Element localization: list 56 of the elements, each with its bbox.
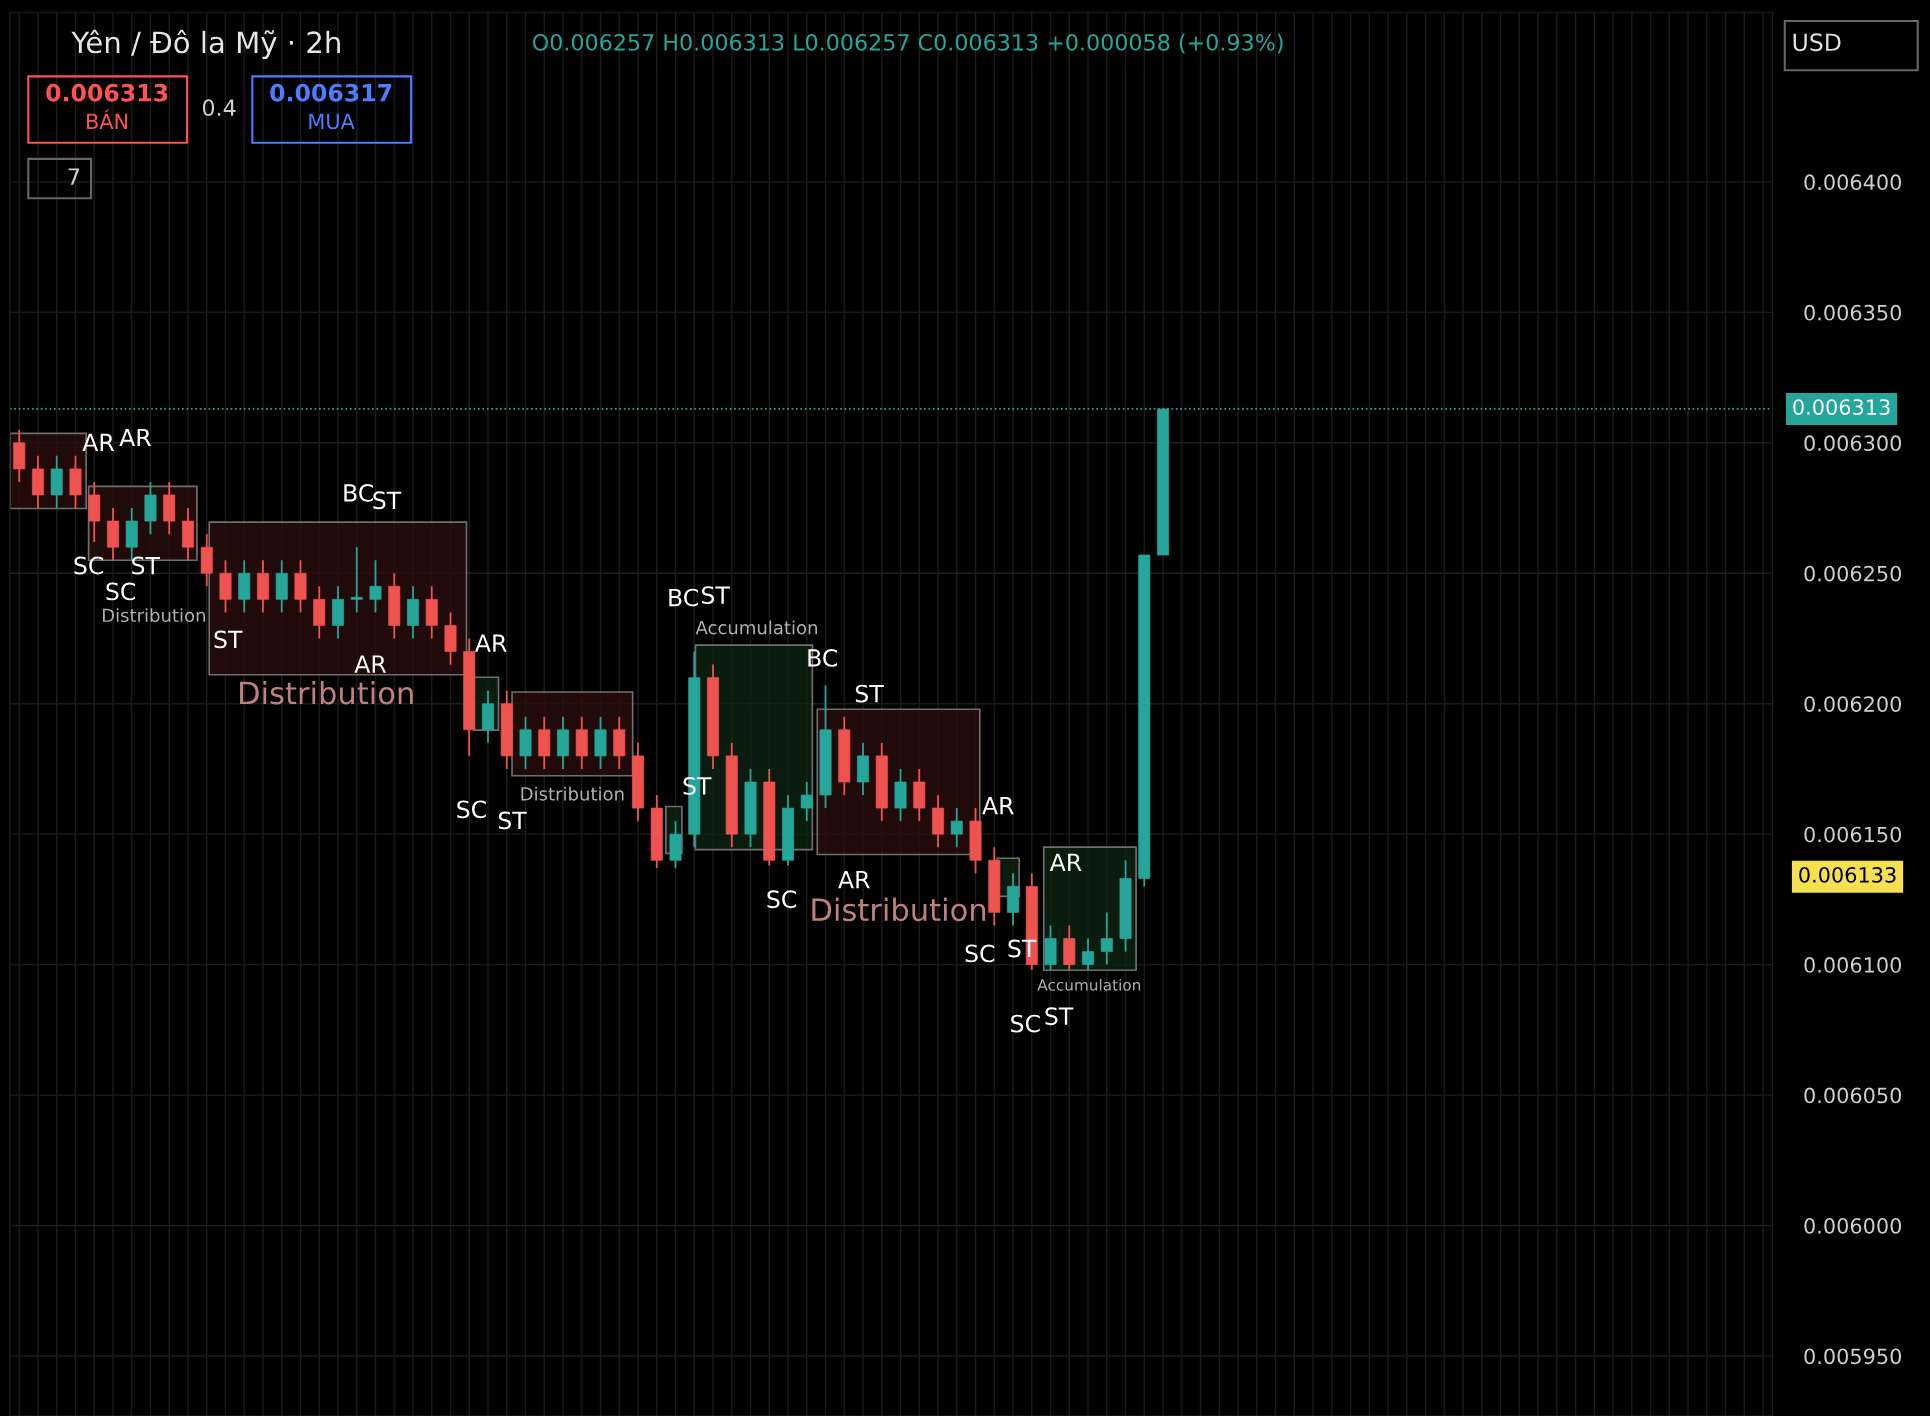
y-tick-label: 0.006100	[1804, 957, 1902, 973]
candlestick	[369, 559, 382, 614]
annotation: BC	[808, 648, 838, 667]
y-tick-label: 0.006350	[1804, 304, 1902, 321]
candlestick	[350, 546, 363, 614]
annotation: AR	[82, 433, 115, 452]
annotation: ST	[132, 556, 161, 575]
annotation: 7	[68, 168, 80, 185]
annotation: SC	[767, 890, 797, 909]
annotation: AR	[119, 428, 151, 447]
annotation: BC	[669, 588, 698, 607]
annotation: 0.006317	[270, 83, 392, 102]
text: 0.006133	[1799, 866, 1896, 883]
annotation: ST	[1045, 1007, 1074, 1026]
annotation: 0.006313	[46, 83, 168, 102]
text: USD	[1793, 33, 1841, 52]
annotation: BÁN	[87, 109, 128, 129]
annotation: ST	[373, 491, 402, 510]
text: Yên / Đô la Mỹ · 2h	[71, 29, 340, 60]
annotation: AR	[1049, 853, 1082, 871]
annotation: ST	[855, 684, 884, 703]
candlestick	[800, 781, 813, 823]
y-tick-label: 0.006150	[1804, 826, 1902, 843]
annotation: Accumulation	[1037, 978, 1141, 991]
annotation: AR	[475, 634, 507, 652]
annotation: Distribution	[812, 897, 986, 922]
annotation: SC	[74, 556, 104, 575]
annotation: ST	[701, 586, 730, 605]
candlestick	[1100, 911, 1113, 966]
annotation: SC	[965, 944, 995, 963]
annotation: ST	[214, 630, 243, 649]
annotation: ST	[498, 811, 527, 830]
candlestick	[950, 807, 963, 849]
y-tick-label: 0.005950	[1804, 1348, 1902, 1365]
y-tick-label: 0.006200	[1804, 696, 1902, 712]
annotation: SC	[457, 800, 486, 819]
ref-line-label: 0.006313	[1793, 399, 1890, 415]
y-tick-label: 0.006400	[1804, 174, 1902, 191]
candlestick	[1082, 937, 1095, 971]
y-tick-label: 0.006000	[1804, 1217, 1902, 1234]
text: O0.006257 H0.006313 L0.006257 C0.006313 +0.000058 (+0.93%)	[532, 33, 1283, 54]
annotation: AR	[354, 655, 387, 673]
y-tick-label: 0.006050	[1804, 1087, 1902, 1104]
annotation: Distribution	[102, 608, 205, 623]
annotation: SC	[106, 582, 136, 601]
annotation: Distribution	[240, 680, 413, 705]
annotation: MUA	[309, 113, 355, 130]
y-tick-label: 0.006250	[1804, 565, 1902, 582]
annotation: BC	[344, 483, 374, 502]
y-tick-label: 0.006300	[1804, 435, 1902, 452]
annotation: Distribution	[521, 786, 624, 801]
annotation: AR	[838, 870, 870, 889]
annotation: Accumulation	[695, 620, 817, 635]
annotation: 0.4	[202, 99, 236, 117]
annotation: SC	[1011, 1014, 1040, 1033]
annotation: AR	[982, 797, 1014, 815]
